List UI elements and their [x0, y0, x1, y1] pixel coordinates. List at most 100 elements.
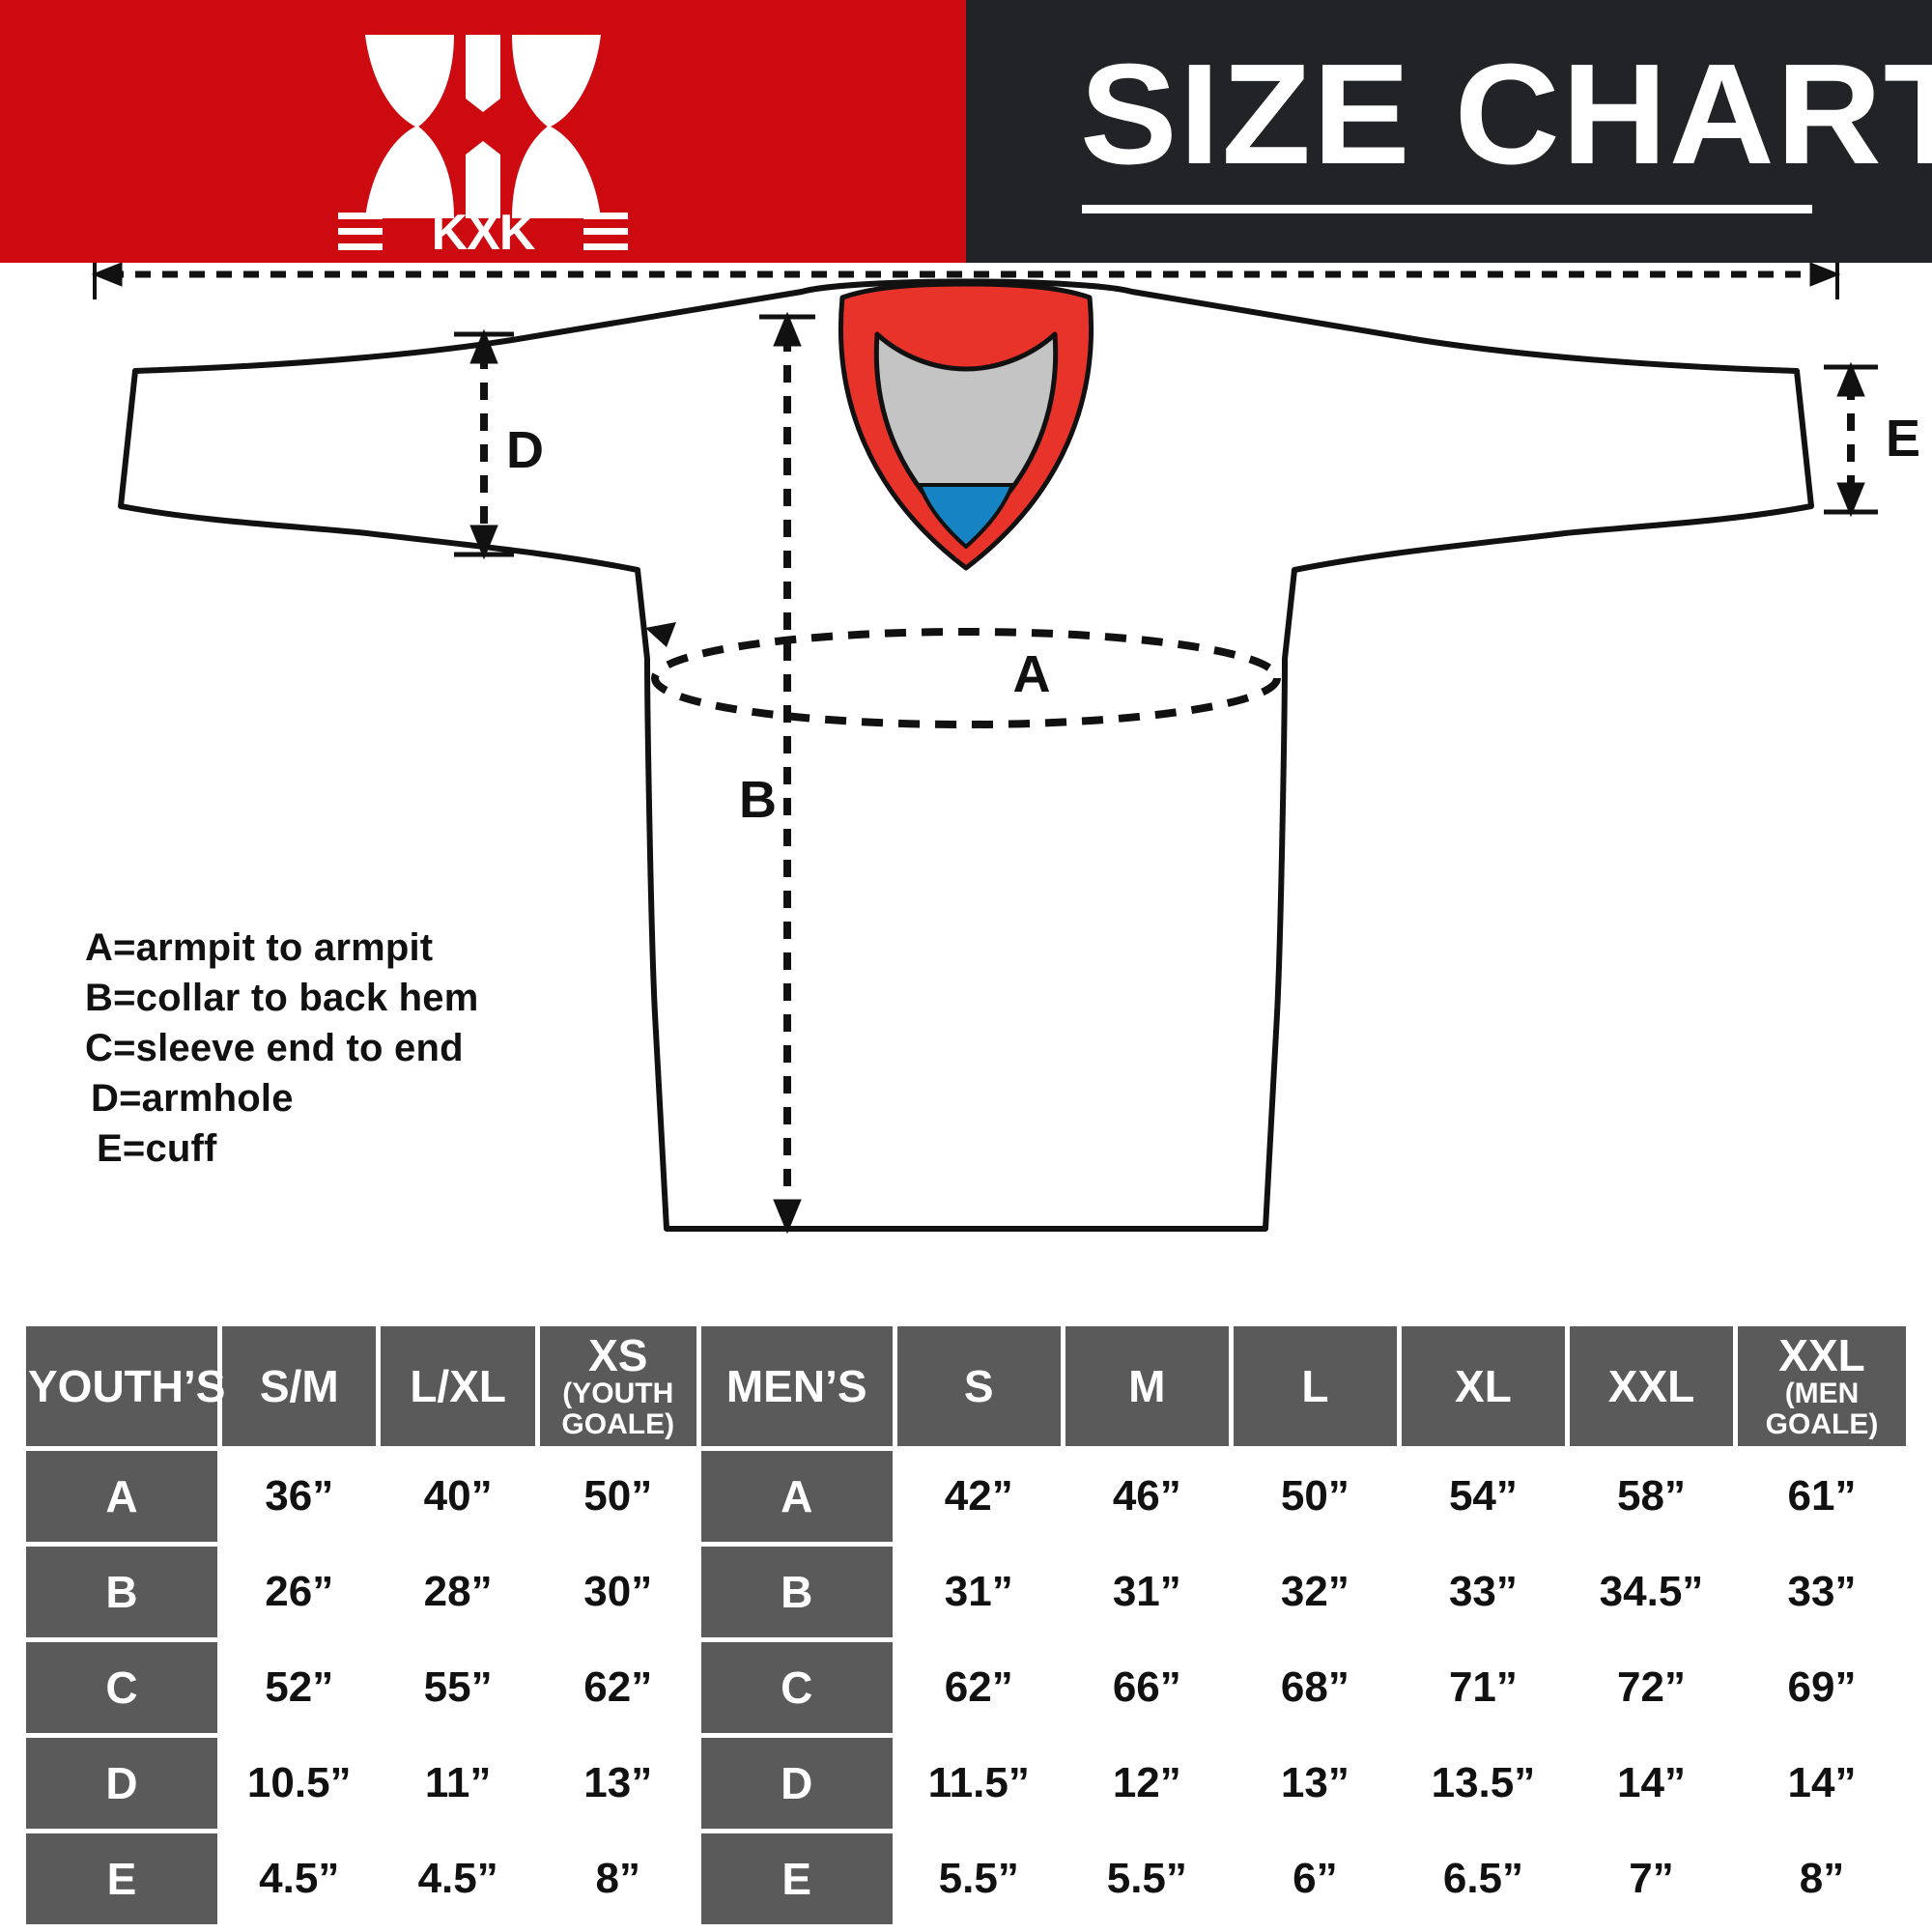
cell-men-e-2: 6” — [1233, 1833, 1397, 1924]
cell-youth-c-1: 55” — [381, 1642, 535, 1733]
header-youth-xs-main: XS — [588, 1330, 648, 1380]
header-men-m: M — [1065, 1326, 1229, 1446]
cell-men-a-3: 54” — [1401, 1451, 1565, 1542]
cell-men-a-1: 46” — [1065, 1451, 1229, 1542]
table-row: E 4.5” 4.5” 8” E 5.5” 5.5” 6” 6.5” 7” 8” — [26, 1833, 1906, 1924]
header-youth-sm: S/M — [222, 1326, 377, 1446]
cell-youth-c-2: 62” — [539, 1642, 696, 1733]
cell-men-c-4: 72” — [1569, 1642, 1734, 1733]
cell-men-d-4: 14” — [1569, 1738, 1734, 1829]
cell-youth-d-2: 13” — [539, 1738, 696, 1829]
cell-men-b-3: 33” — [1401, 1547, 1565, 1637]
kxk-logo-icon — [357, 27, 609, 240]
cell-men-a-2: 50” — [1233, 1451, 1397, 1542]
size-table-wrap: YOUTH’S S/M L/XL XS (YOUTH GOALE) MEN’S … — [21, 1321, 1911, 1929]
header-men-xxl-goalie-main: XXL — [1778, 1330, 1865, 1380]
dimension-label-a: A — [1013, 645, 1051, 703]
row-label-youth-c: C — [26, 1642, 218, 1733]
jersey-diagram: C D — [0, 263, 1932, 1296]
cell-men-e-5: 8” — [1738, 1833, 1906, 1924]
cell-men-b-2: 32” — [1233, 1547, 1397, 1637]
cell-youth-a-1: 40” — [381, 1451, 535, 1542]
header-men-xxl-goalie: XXL (MEN GOALE) — [1738, 1326, 1906, 1446]
header-mens: MEN’S — [700, 1326, 893, 1446]
dimension-a — [645, 622, 1281, 728]
row-label-youth-a: A — [26, 1451, 218, 1542]
legend-line-d: D=armhole — [91, 1077, 294, 1120]
table-header-row: YOUTH’S S/M L/XL XS (YOUTH GOALE) MEN’S … — [26, 1326, 1906, 1446]
row-label-youth-d: D — [26, 1738, 218, 1829]
cell-men-c-2: 68” — [1233, 1642, 1397, 1733]
cell-men-b-0: 31” — [896, 1547, 1061, 1637]
cell-men-a-5: 61” — [1738, 1451, 1906, 1542]
dimension-label-c: C — [946, 263, 983, 269]
dimension-b — [759, 311, 815, 1235]
header-men-l: L — [1233, 1326, 1397, 1446]
row-label-men-c: C — [700, 1642, 893, 1733]
table-row: B 26” 28” 30” B 31” 31” 32” 33” 34.5” 33… — [26, 1547, 1906, 1637]
table-row: A 36” 40” 50” A 42” 46” 50” 54” 58” 61” — [26, 1451, 1906, 1542]
header-men-xxl-goalie-sub: (MEN GOALE) — [1765, 1378, 1879, 1440]
cell-men-b-4: 34.5” — [1569, 1547, 1734, 1637]
cell-youth-b-2: 30” — [539, 1547, 696, 1637]
cell-men-b-5: 33” — [1738, 1547, 1906, 1637]
kxk-wordmark: KXK — [432, 207, 536, 257]
cell-youth-b-1: 28” — [381, 1547, 535, 1637]
cell-men-c-3: 71” — [1401, 1642, 1565, 1733]
cell-men-d-1: 12” — [1065, 1738, 1229, 1829]
dimension-c — [91, 263, 1841, 299]
header-men-xxl: XXL — [1569, 1326, 1734, 1446]
dimension-label-e: E — [1886, 410, 1920, 468]
dimension-d — [454, 328, 514, 560]
header-youth-xs: XS (YOUTH GOALE) — [539, 1326, 696, 1446]
header-men-s: S — [896, 1326, 1061, 1446]
cell-youth-e-0: 4.5” — [222, 1833, 377, 1924]
cell-youth-e-2: 8” — [539, 1833, 696, 1924]
header-youth-xs-sub: (YOUTH GOALE) — [561, 1378, 675, 1440]
cell-men-a-0: 42” — [896, 1451, 1061, 1542]
brand-panel: KXK — [0, 0, 966, 263]
row-label-youth-e: E — [26, 1833, 218, 1924]
dimension-e — [1824, 361, 1878, 518]
cell-men-d-2: 13” — [1233, 1738, 1397, 1829]
cell-men-d-3: 13.5” — [1401, 1738, 1565, 1829]
row-label-men-e: E — [700, 1833, 893, 1924]
dimension-label-d: D — [506, 421, 544, 479]
measurement-legend: A=armpit to armpit B=collar to back hem … — [85, 923, 478, 1174]
header-men-xl: XL — [1401, 1326, 1565, 1446]
cell-youth-d-1: 11” — [381, 1738, 535, 1829]
row-label-men-d: D — [700, 1738, 893, 1829]
cell-youth-b-0: 26” — [222, 1547, 377, 1637]
jersey-outline — [118, 278, 1814, 1232]
row-label-men-b: B — [700, 1547, 893, 1637]
title-panel: SIZE CHART — [966, 0, 1932, 263]
cell-men-e-1: 5.5” — [1065, 1833, 1229, 1924]
legend-line-e: E=cuff — [97, 1127, 217, 1170]
cell-men-c-5: 69” — [1738, 1642, 1906, 1733]
cell-youth-a-0: 36” — [222, 1451, 377, 1542]
cell-men-b-1: 31” — [1065, 1547, 1229, 1637]
cell-youth-a-2: 50” — [539, 1451, 696, 1542]
page-title: SIZE CHART — [1080, 35, 1932, 194]
table-row: D 10.5” 11” 13” D 11.5” 12” 13” 13.5” 14… — [26, 1738, 1906, 1829]
cell-men-d-5: 14” — [1738, 1738, 1906, 1829]
cell-men-c-1: 66” — [1065, 1642, 1229, 1733]
header-youth-lxl: L/XL — [381, 1326, 535, 1446]
legend-line-c: C=sleeve end to end — [85, 1027, 464, 1069]
size-table: YOUTH’S S/M L/XL XS (YOUTH GOALE) MEN’S … — [21, 1321, 1911, 1929]
cell-men-e-0: 5.5” — [896, 1833, 1061, 1924]
cell-men-a-4: 58” — [1569, 1451, 1734, 1542]
cell-men-e-4: 7” — [1569, 1833, 1734, 1924]
legend-line-b: B=collar to back hem — [85, 977, 479, 1019]
legend-line-a: A=armpit to armpit — [85, 926, 434, 969]
row-label-youth-b: B — [26, 1547, 218, 1637]
cell-youth-d-0: 10.5” — [222, 1738, 377, 1829]
cell-men-d-0: 11.5” — [896, 1738, 1061, 1829]
cell-youth-c-0: 52” — [222, 1642, 377, 1733]
title-underline — [1082, 205, 1812, 213]
table-row: C 52” 55” 62” C 62” 66” 68” 71” 72” 69” — [26, 1642, 1906, 1733]
collar-tip — [918, 483, 1014, 549]
header-bar: KXK SIZE CHART — [0, 0, 1932, 263]
header-youth: YOUTH’S — [26, 1326, 225, 1446]
